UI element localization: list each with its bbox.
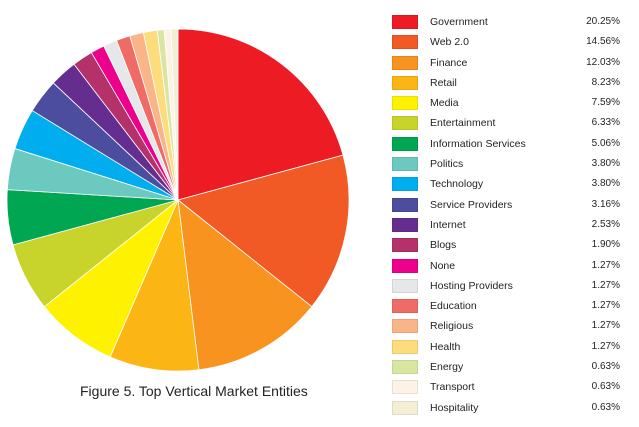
legend-swatch (392, 258, 418, 273)
legend-label: Finance (430, 56, 468, 69)
legend-swatch (392, 96, 418, 111)
legend-item-hosting-providers: Hosting Providers 1.27% (392, 278, 632, 298)
legend-item-education: Education 1.27% (392, 298, 632, 318)
legend-value: 7.59% (591, 97, 620, 109)
pie-chart (6, 28, 350, 372)
legend-value: 0.63% (591, 401, 620, 413)
legend-label: Education (430, 300, 477, 313)
legend-label: Media (430, 97, 459, 110)
legend-value: 5.06% (591, 137, 620, 149)
legend-label: Service Providers (430, 198, 513, 211)
legend-value: 3.80% (591, 158, 620, 170)
legend-label: Entertainment (430, 117, 496, 130)
legend-item-energy: Energy 0.63% (392, 359, 632, 379)
legend-swatch (392, 238, 418, 253)
legend-label: Hospitality (430, 401, 479, 414)
legend-label: Retail (430, 76, 457, 89)
legend-value: 1.90% (591, 239, 620, 251)
legend-value: 1.27% (591, 279, 620, 291)
legend-swatch (392, 360, 418, 375)
legend-label: Energy (430, 361, 464, 374)
legend-label: Politics (430, 158, 464, 171)
pie-slice-hospitality (170, 28, 179, 201)
legend-label: Web 2.0 (430, 36, 469, 49)
legend-value: 14.56% (586, 36, 620, 48)
legend-swatch (392, 157, 418, 172)
legend-swatch (392, 380, 418, 395)
legend-value: 1.27% (591, 340, 620, 352)
legend-item-hospitality: Hospitality 0.63% (392, 400, 632, 420)
legend-value: 20.25% (586, 16, 620, 27)
legend-value: 1.27% (591, 300, 620, 312)
legend-swatch (392, 35, 418, 50)
legend-label: Religious (430, 320, 474, 333)
legend-value: 2.53% (591, 218, 620, 230)
legend-swatch (392, 319, 418, 334)
legend-label: Hosting Providers (430, 279, 513, 292)
legend-item-entertainment: Entertainment 6.33% (392, 115, 632, 135)
figure-caption: Figure 5. Top Vertical Market Entities (80, 383, 308, 399)
legend-label: Transport (430, 381, 475, 394)
legend-item-blogs: Blogs 1.90% (392, 237, 632, 257)
legend-item-technology: Technology 3.80% (392, 176, 632, 196)
legend-item-none: None 1.27% (392, 258, 632, 278)
legend-item-politics: Politics 3.80% (392, 156, 632, 176)
legend-swatch (392, 217, 418, 232)
legend-swatch (392, 116, 418, 131)
legend-value: 3.16% (591, 198, 620, 210)
legend-label: Information Services (430, 137, 526, 150)
pie-slice-retail (109, 198, 200, 372)
legend-value: 1.27% (591, 320, 620, 332)
legend-item-transport: Transport 0.63% (392, 379, 632, 399)
pie-slice-web-2-0 (177, 154, 350, 308)
legend-swatch (392, 197, 418, 212)
legend-value: 8.23% (591, 76, 620, 88)
legend-swatch (392, 136, 418, 151)
legend-swatch (392, 75, 418, 90)
legend-item-information-services: Information Services 5.06% (392, 136, 632, 156)
legend-item-web-2-0: Web 2.0 14.56% (392, 34, 632, 54)
legend-value: 1.27% (591, 259, 620, 271)
legend-value: 12.03% (586, 56, 620, 68)
legend-item-religious: Religious 1.27% (392, 318, 632, 338)
legend-swatch (392, 177, 418, 192)
legend-label: Blogs (430, 239, 457, 252)
legend-value: 3.80% (591, 178, 620, 190)
legend-value: 6.33% (591, 117, 620, 129)
legend-label: Health (430, 340, 461, 353)
legend: Government 20.25% Web 2.0 14.56% Finance 12.0… (392, 14, 632, 420)
legend-swatch (392, 15, 418, 29)
legend-item-internet: Internet 2.53% (392, 217, 632, 237)
legend-label: Technology (430, 178, 484, 191)
legend-swatch (392, 400, 418, 415)
legend-value: 0.63% (591, 361, 620, 373)
legend-value: 0.63% (591, 381, 620, 393)
pie-slice-finance (177, 199, 313, 371)
legend-swatch (392, 55, 418, 70)
legend-label: Government (430, 16, 488, 28)
legend-swatch (392, 278, 418, 293)
legend-swatch (392, 299, 418, 314)
legend-label: None (430, 259, 456, 272)
legend-swatch (392, 339, 418, 354)
legend-item-service-providers: Service Providers 3.16% (392, 197, 632, 217)
legend-item-retail: Retail 8.23% (392, 75, 632, 95)
legend-label: Internet (430, 218, 466, 231)
legend-item-media: Media 7.59% (392, 95, 632, 115)
legend-item-health: Health 1.27% (392, 339, 632, 359)
pie-slice-government (177, 28, 344, 201)
legend-item-government: Government 20.25% (392, 14, 632, 34)
legend-item-finance: Finance 12.03% (392, 55, 632, 75)
